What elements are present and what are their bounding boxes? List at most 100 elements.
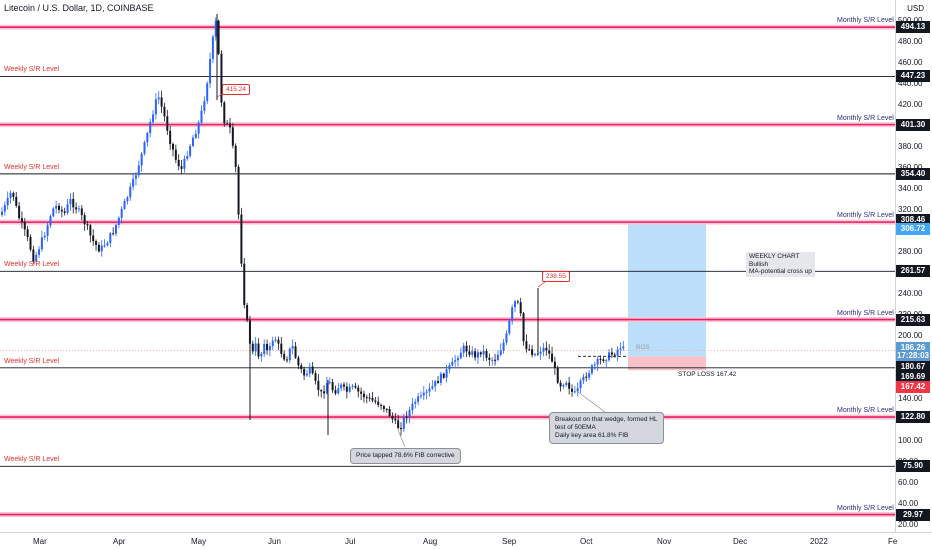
annotation-lines <box>216 91 628 448</box>
weekly-level-label: Weekly S/R Level <box>4 163 60 171</box>
candle-body <box>345 386 348 392</box>
candle-body <box>485 350 488 358</box>
candle-body <box>277 339 280 344</box>
candle-body <box>599 358 602 360</box>
candle-body <box>362 393 365 398</box>
candle-body <box>514 301 516 308</box>
candle-body <box>226 123 229 125</box>
price-axis-label: 401.30 <box>896 118 930 131</box>
price-axis-label: 447.23 <box>896 70 930 83</box>
candle-body <box>194 133 197 138</box>
candle-body <box>445 369 448 378</box>
candle-body <box>325 383 328 394</box>
candle-body <box>268 346 271 351</box>
candle-body <box>400 428 402 430</box>
candle-body <box>15 196 18 206</box>
candle-body <box>220 53 223 103</box>
stop-loss-label: STOP LOSS 167.42 <box>678 371 737 379</box>
candle-body <box>439 373 442 383</box>
axes <box>0 0 932 533</box>
candle-body <box>109 233 112 244</box>
candle-body <box>211 36 214 60</box>
candle-body <box>448 365 451 370</box>
candle-body <box>474 351 477 358</box>
candle-body <box>553 361 556 369</box>
candle-body <box>434 381 437 387</box>
price-axis-label: 29.97 <box>896 508 930 521</box>
candle-body <box>106 243 109 246</box>
x-tick-label: Nov <box>657 537 672 546</box>
candle-body <box>300 365 303 370</box>
candle-body <box>229 123 231 128</box>
candle-body <box>494 359 497 361</box>
candle-body <box>129 186 132 198</box>
candle-body <box>223 102 226 124</box>
candle-body <box>112 233 115 235</box>
candle-body <box>308 366 311 374</box>
fib-connector <box>397 429 406 448</box>
candle-body <box>186 155 189 159</box>
candle-body <box>459 352 462 359</box>
weekly-chart-note: WEEKLY CHART Bullish MA-potential cross up <box>746 252 815 277</box>
candle-body <box>499 350 502 355</box>
x-tick-label: Sep <box>502 537 517 546</box>
candle-body <box>217 20 220 54</box>
y-tick-label: 100.00 <box>898 436 923 445</box>
candle-body <box>191 137 194 146</box>
sep-connector <box>537 281 546 288</box>
candle-body <box>545 347 548 351</box>
candle-body <box>154 99 157 115</box>
candle-body <box>160 97 163 107</box>
candle-body <box>134 175 137 179</box>
y-tick-label: 200.00 <box>898 331 923 340</box>
price-axis-label: 169.69 <box>896 371 930 384</box>
weekly-note-line: WEEKLY CHART <box>749 253 800 260</box>
candle-body <box>402 416 405 429</box>
sr-levels <box>0 24 895 518</box>
y-tick-label: 480.00 <box>898 37 923 46</box>
candle-body <box>103 245 106 247</box>
candle-body <box>55 205 58 209</box>
fib-callout: Price tapped 78.6% FIB corrective <box>350 448 461 464</box>
candle-body <box>75 207 78 210</box>
candle-body <box>337 388 340 394</box>
candle-body <box>502 342 505 351</box>
y-tick-label: 240.00 <box>898 289 923 298</box>
y-tick-label: 320.00 <box>898 205 923 214</box>
candle-body <box>251 343 254 352</box>
x-tick-label: Fe <box>888 537 898 546</box>
candle-body <box>35 254 38 262</box>
candle-body <box>377 401 380 406</box>
weekly-note-line: MA-potential cross up <box>749 268 812 275</box>
x-tick-label: Mar <box>33 537 47 546</box>
breakout-note-line: test of 50EMA <box>555 424 596 431</box>
candle-body <box>60 209 63 212</box>
candle-body <box>556 368 559 383</box>
candle-body <box>52 208 55 217</box>
monthly-level-label: Monthly S/R Level <box>837 212 894 220</box>
candle-body <box>231 127 234 146</box>
sep-high-label: 238.55 <box>542 271 570 282</box>
candle-body <box>283 353 286 360</box>
candle-body <box>29 236 32 250</box>
candle-body <box>6 197 9 206</box>
candle-body <box>63 211 66 213</box>
candle-body <box>26 229 29 237</box>
candle-body <box>508 320 511 334</box>
target-zone <box>628 223 706 357</box>
candle-body <box>405 416 408 418</box>
candle-body <box>3 205 6 212</box>
candle-body <box>305 373 308 376</box>
candle-body <box>380 405 383 407</box>
candle-body <box>120 208 123 218</box>
candle-body <box>274 339 277 341</box>
candle-body <box>100 245 103 252</box>
candle-body <box>348 386 351 392</box>
candle-body <box>72 198 75 208</box>
candle-body <box>525 341 528 350</box>
y-tick-label: 280.00 <box>898 247 923 256</box>
y-tick-label: 460.00 <box>898 58 923 67</box>
x-tick-label: Jun <box>268 537 281 546</box>
candle-body <box>43 235 46 238</box>
